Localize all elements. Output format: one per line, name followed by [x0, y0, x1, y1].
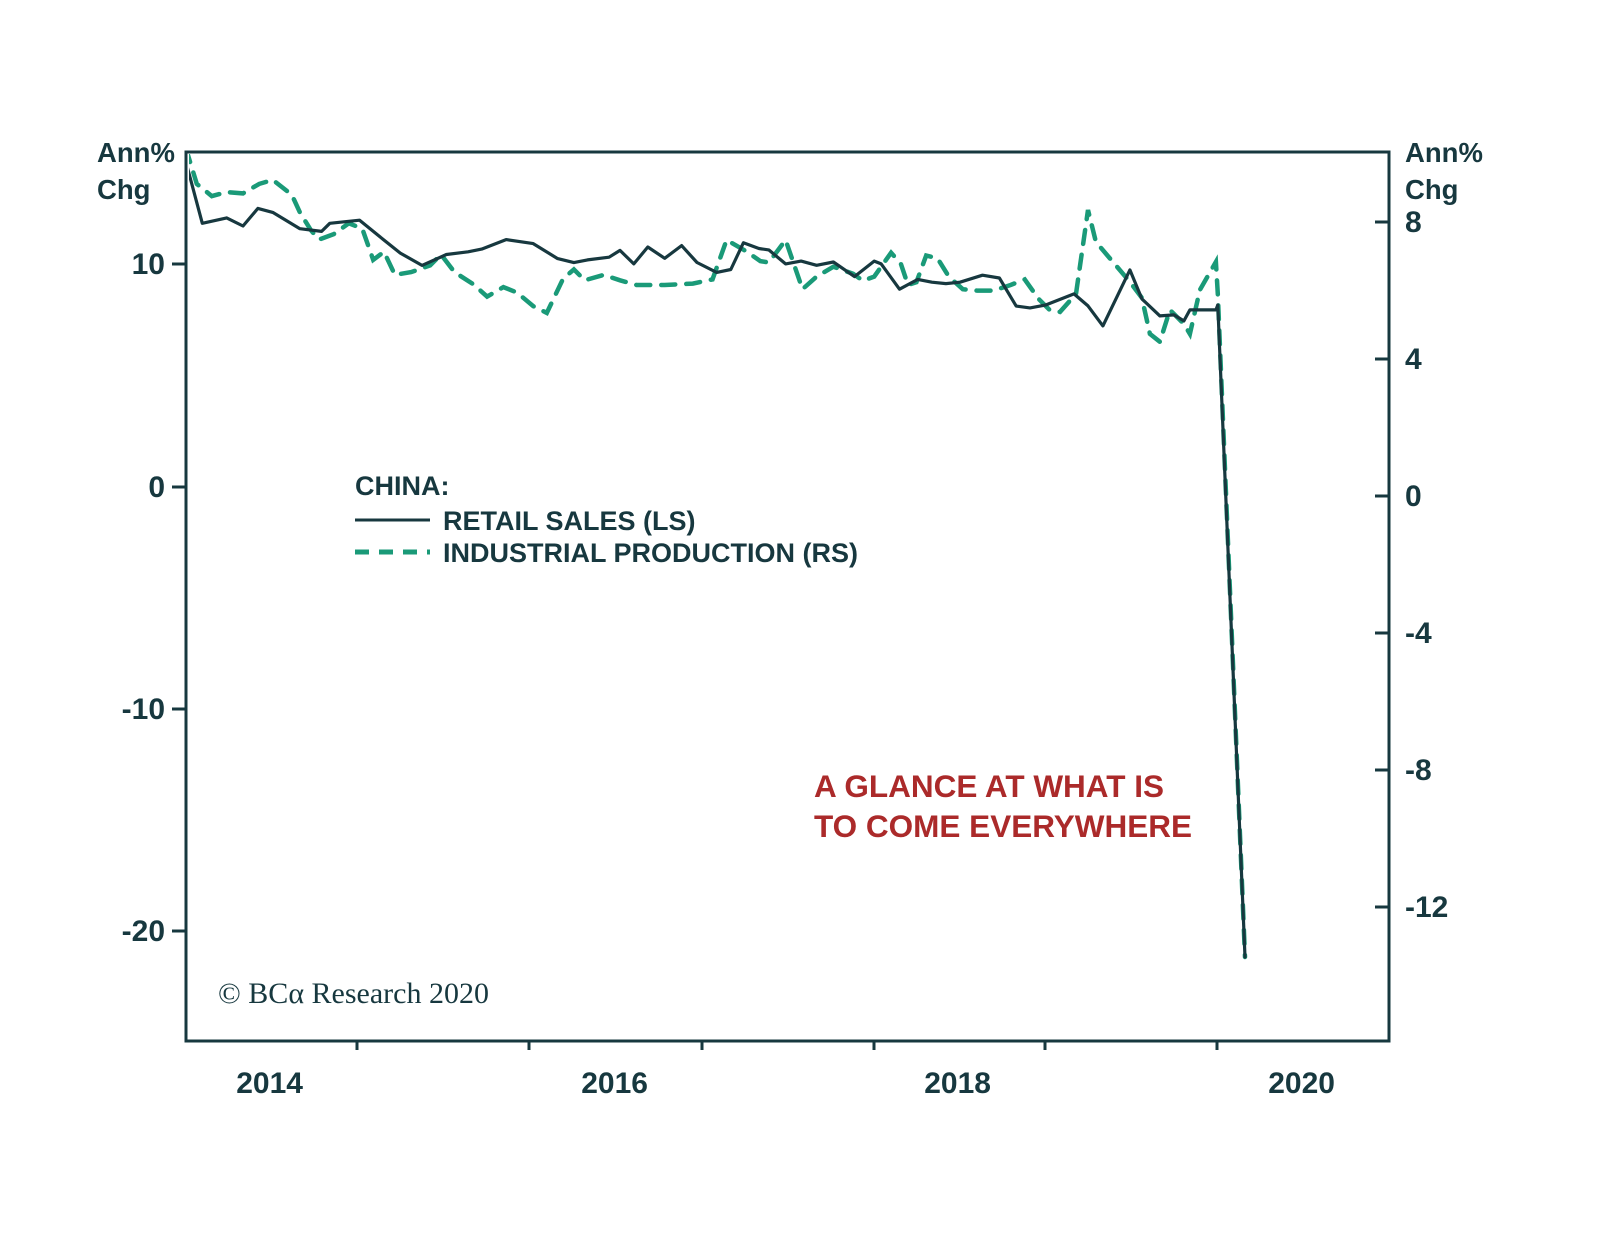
svg-text:-8: -8 [1405, 754, 1432, 787]
svg-text:A GLANCE AT WHAT IS: A GLANCE AT WHAT IS [814, 768, 1164, 804]
svg-text:Chg: Chg [1405, 174, 1458, 205]
svg-text:Chg: Chg [97, 174, 150, 205]
svg-text:2016: 2016 [581, 1067, 648, 1100]
svg-text:TO COME EVERYWHERE: TO COME EVERYWHERE [814, 808, 1192, 844]
svg-text:Ann%: Ann% [1405, 137, 1483, 168]
svg-text:INDUSTRIAL PRODUCTION (RS): INDUSTRIAL PRODUCTION (RS) [443, 538, 858, 568]
svg-text:RETAIL SALES (LS): RETAIL SALES (LS) [443, 506, 696, 536]
svg-text:2018: 2018 [924, 1067, 991, 1100]
svg-text:0: 0 [148, 471, 165, 504]
svg-text:Ann%: Ann% [97, 137, 175, 168]
svg-text:4: 4 [1405, 343, 1422, 376]
svg-text:-20: -20 [122, 915, 165, 948]
svg-text:10: 10 [132, 248, 165, 281]
svg-text:8: 8 [1405, 206, 1422, 239]
svg-text:2020: 2020 [1268, 1067, 1335, 1100]
svg-text:-4: -4 [1405, 617, 1432, 650]
svg-text:CHINA:: CHINA: [355, 471, 450, 501]
svg-text:0: 0 [1405, 480, 1422, 513]
svg-text:-10: -10 [122, 693, 165, 726]
svg-text:© BCα Research 2020: © BCα Research 2020 [218, 977, 489, 1010]
svg-text:2014: 2014 [236, 1067, 303, 1100]
svg-text:-12: -12 [1405, 891, 1448, 924]
